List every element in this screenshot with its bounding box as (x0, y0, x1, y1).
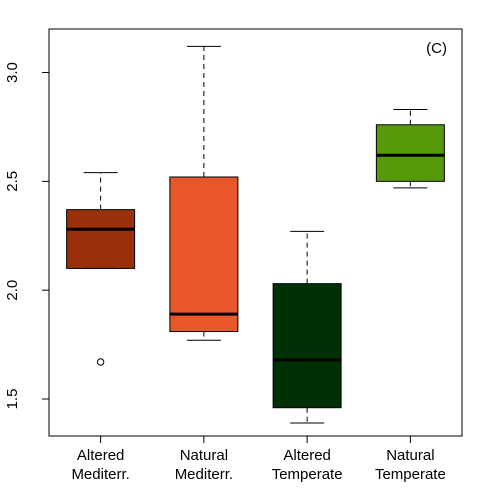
y-tick-label: 1.5 (4, 389, 21, 410)
box-group (375, 109, 445, 189)
y-tick-label: 3.0 (4, 62, 21, 83)
y-axis: 1.5 2.0 2.5 3.0 (4, 62, 49, 409)
y-tick-label: 2.0 (4, 280, 21, 301)
x-tick-label: Altered (77, 447, 125, 464)
x-tick-label: Temperate (375, 466, 446, 483)
box-group (169, 45, 239, 341)
box-series (66, 45, 445, 424)
plot-frame (48, 28, 463, 437)
x-tick-label: Temperate (272, 466, 343, 483)
y-tick-label: 2.5 (4, 171, 21, 192)
box-group (272, 230, 342, 424)
box-group (66, 172, 136, 366)
panel-label: (C) (426, 40, 447, 57)
box-iqr (169, 176, 239, 333)
x-tick-label: Natural (386, 447, 434, 464)
x-tick-label: Mediterr. (71, 466, 129, 483)
x-tick-label: Altered (283, 447, 331, 464)
box-iqr (66, 209, 136, 269)
x-tick-label: Mediterr. (175, 466, 233, 483)
x-tick-label: Natural (180, 447, 228, 464)
outlier-point (96, 358, 105, 366)
box-iqr (272, 283, 342, 409)
x-axis: Altered Mediterr. Natural Mediterr. Altered T… (71, 436, 446, 483)
box-iqr (375, 124, 445, 182)
